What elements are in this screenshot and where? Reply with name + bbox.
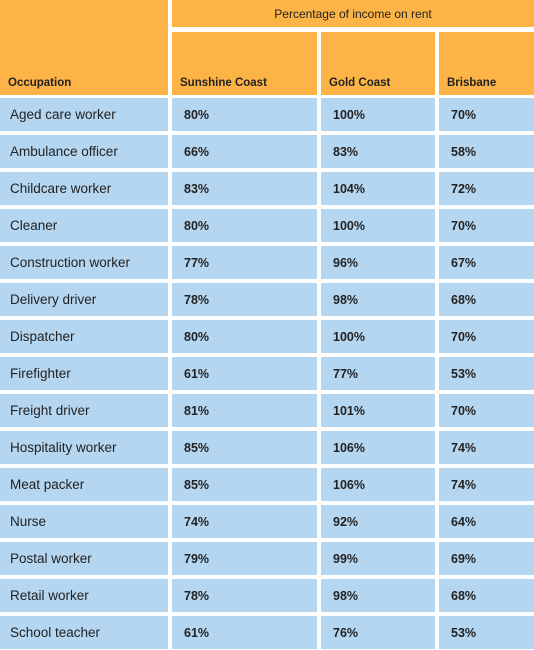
cell-sunshine-coast: 81% [172, 394, 317, 427]
cell-sunshine-coast: 80% [172, 98, 317, 131]
cell-gold-coast: 77% [321, 357, 435, 390]
cell-brisbane: 64% [439, 505, 534, 538]
cell-brisbane: 58% [439, 135, 534, 168]
cell-sunshine-coast: 61% [172, 357, 317, 390]
cell-brisbane: 74% [439, 468, 534, 501]
header-brisbane: Brisbane [439, 32, 534, 95]
cell-occupation: Nurse [0, 505, 168, 538]
cell-sunshine-coast: 77% [172, 246, 317, 279]
cell-sunshine-coast: 85% [172, 431, 317, 464]
cell-brisbane: 53% [439, 616, 534, 649]
cell-gold-coast: 96% [321, 246, 435, 279]
cell-brisbane: 53% [439, 357, 534, 390]
cell-occupation: Retail worker [0, 579, 168, 612]
cell-gold-coast: 83% [321, 135, 435, 168]
cell-sunshine-coast: 79% [172, 542, 317, 575]
cell-occupation: Hospitality worker [0, 431, 168, 464]
header-sunshine-coast: Sunshine Coast [172, 32, 317, 95]
cell-brisbane: 67% [439, 246, 534, 279]
cell-brisbane: 70% [439, 98, 534, 131]
cell-occupation: Postal worker [0, 542, 168, 575]
cell-brisbane: 69% [439, 542, 534, 575]
cell-sunshine-coast: 78% [172, 579, 317, 612]
header-gold-coast: Gold Coast [321, 32, 435, 95]
cell-sunshine-coast: 80% [172, 209, 317, 242]
cell-gold-coast: 100% [321, 98, 435, 131]
cell-gold-coast: 98% [321, 283, 435, 316]
cell-sunshine-coast: 74% [172, 505, 317, 538]
cell-gold-coast: 106% [321, 431, 435, 464]
cell-gold-coast: 101% [321, 394, 435, 427]
cell-brisbane: 70% [439, 394, 534, 427]
cell-occupation: Delivery driver [0, 283, 168, 316]
cell-sunshine-coast: 78% [172, 283, 317, 316]
cell-gold-coast: 104% [321, 172, 435, 205]
header-group: Percentage of income on rent [172, 0, 534, 27]
cell-occupation: Freight driver [0, 394, 168, 427]
cell-gold-coast: 99% [321, 542, 435, 575]
cell-sunshine-coast: 61% [172, 616, 317, 649]
cell-gold-coast: 100% [321, 209, 435, 242]
cell-sunshine-coast: 85% [172, 468, 317, 501]
cell-occupation: Firefighter [0, 357, 168, 390]
cell-sunshine-coast: 80% [172, 320, 317, 353]
cell-occupation: Aged care worker [0, 98, 168, 131]
cell-occupation: Childcare worker [0, 172, 168, 205]
cell-brisbane: 68% [439, 283, 534, 316]
cell-sunshine-coast: 66% [172, 135, 317, 168]
cell-sunshine-coast: 83% [172, 172, 317, 205]
cell-brisbane: 70% [439, 320, 534, 353]
cell-gold-coast: 106% [321, 468, 435, 501]
cell-occupation: School teacher [0, 616, 168, 649]
cell-occupation: Ambulance officer [0, 135, 168, 168]
cell-gold-coast: 98% [321, 579, 435, 612]
cell-occupation: Meat packer [0, 468, 168, 501]
cell-brisbane: 72% [439, 172, 534, 205]
cell-gold-coast: 92% [321, 505, 435, 538]
cell-occupation: Construction worker [0, 246, 168, 279]
header-occupation: Occupation [0, 0, 168, 95]
cell-brisbane: 70% [439, 209, 534, 242]
cell-gold-coast: 100% [321, 320, 435, 353]
cell-occupation: Cleaner [0, 209, 168, 242]
cell-brisbane: 74% [439, 431, 534, 464]
cell-gold-coast: 76% [321, 616, 435, 649]
cell-brisbane: 68% [439, 579, 534, 612]
cell-occupation: Dispatcher [0, 320, 168, 353]
